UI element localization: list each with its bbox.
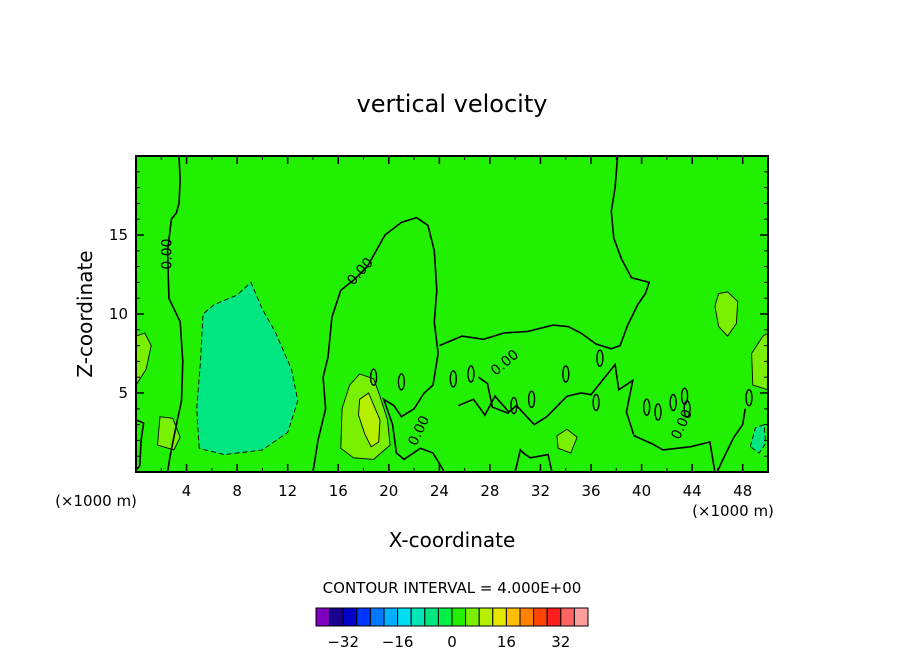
x-tick-label: 8 bbox=[232, 482, 242, 500]
x-tick-label: 4 bbox=[182, 482, 192, 500]
zero-contour-line bbox=[514, 448, 553, 472]
colorbar-swatch bbox=[560, 607, 575, 627]
contour-cell bbox=[369, 368, 378, 386]
colorbar bbox=[315, 607, 589, 627]
contour-cell bbox=[467, 365, 475, 383]
zero-contour-line bbox=[312, 216, 446, 472]
contour-interval-text: CONTOUR INTERVAL = 4.000E+00 bbox=[323, 579, 582, 597]
colorbar-label: −32 bbox=[327, 633, 359, 651]
contour-cell bbox=[654, 403, 662, 421]
colorbar-swatch bbox=[424, 607, 439, 627]
colorbar-swatch bbox=[410, 607, 426, 627]
colorbar-swatch bbox=[397, 607, 412, 627]
colorbar-swatch bbox=[492, 607, 507, 627]
zero-contour-line bbox=[136, 419, 145, 471]
colorbar-swatch bbox=[519, 607, 535, 627]
contour-cell bbox=[592, 393, 600, 412]
contour-cell bbox=[683, 400, 691, 418]
y-axis-label: Z-coordinate bbox=[73, 250, 97, 377]
contour-cell bbox=[510, 396, 518, 415]
colorbar-label: 0 bbox=[447, 633, 457, 651]
contour-cell bbox=[596, 349, 604, 367]
x-unit-label-left: (×1000 m) bbox=[55, 492, 137, 510]
x-tick-label: 32 bbox=[531, 482, 550, 500]
zero-contour-line bbox=[166, 156, 184, 472]
colorbar-swatch bbox=[478, 607, 494, 627]
contour-label: 0.00 bbox=[159, 238, 175, 269]
zero-contour-line bbox=[716, 408, 746, 472]
colorbar-label: 32 bbox=[551, 633, 570, 651]
updraft-region bbox=[751, 332, 768, 391]
colorbar-swatch bbox=[465, 607, 480, 627]
x-tick-label: 28 bbox=[480, 482, 499, 500]
colorbar-swatch bbox=[356, 607, 371, 627]
plot-area: 0.000.000.000.00 0.00 bbox=[135, 155, 769, 473]
chart-title: vertical velocity bbox=[357, 90, 548, 118]
colorbar-swatch bbox=[369, 607, 385, 627]
contour-cell bbox=[527, 390, 536, 408]
colorbar-swatch bbox=[315, 607, 331, 627]
colorbar-swatch bbox=[437, 607, 453, 627]
zero-contour-line bbox=[439, 156, 651, 350]
colorbar-label: 16 bbox=[497, 633, 516, 651]
colorbar-swatch bbox=[383, 607, 399, 627]
contour-cell bbox=[643, 398, 651, 416]
x-tick-label: 36 bbox=[581, 482, 600, 500]
zero-contour-line bbox=[478, 376, 510, 415]
y-tick-label: 15 bbox=[109, 226, 128, 244]
contour-cell bbox=[562, 365, 570, 383]
colorbar-swatch bbox=[573, 607, 589, 627]
contour-cell bbox=[449, 370, 457, 388]
x-tick-label: 12 bbox=[278, 482, 297, 500]
colorbar-swatch bbox=[533, 607, 548, 627]
zero-contour-line bbox=[457, 362, 716, 472]
downdraft-region bbox=[749, 423, 766, 454]
x-axis-label: X-coordinate bbox=[389, 528, 516, 552]
x-unit-label-right: (×1000 m) bbox=[692, 502, 774, 520]
colorbar-swatch bbox=[451, 607, 467, 627]
downdraft-region bbox=[196, 281, 299, 456]
contour-cell bbox=[745, 389, 753, 407]
colorbar-swatch bbox=[546, 607, 562, 627]
y-tick-label: 5 bbox=[118, 384, 128, 402]
x-tick-label: 24 bbox=[430, 482, 449, 500]
colorbar-label: −16 bbox=[382, 633, 414, 651]
updraft-region bbox=[714, 291, 739, 337]
y-tick-label: 10 bbox=[109, 305, 128, 323]
x-tick-label: 16 bbox=[329, 482, 348, 500]
colorbar-swatch bbox=[329, 607, 344, 627]
colorbar-swatch bbox=[505, 607, 521, 627]
contour-cell bbox=[669, 393, 677, 412]
x-tick-label: 20 bbox=[379, 482, 398, 500]
updraft-region bbox=[556, 428, 578, 454]
x-tick-label: 40 bbox=[632, 482, 651, 500]
contour-cell bbox=[397, 373, 406, 391]
strong-updraft-region bbox=[358, 392, 381, 448]
colorbar-swatch bbox=[342, 607, 358, 627]
x-tick-label: 44 bbox=[683, 482, 702, 500]
x-tick-label: 48 bbox=[733, 482, 752, 500]
